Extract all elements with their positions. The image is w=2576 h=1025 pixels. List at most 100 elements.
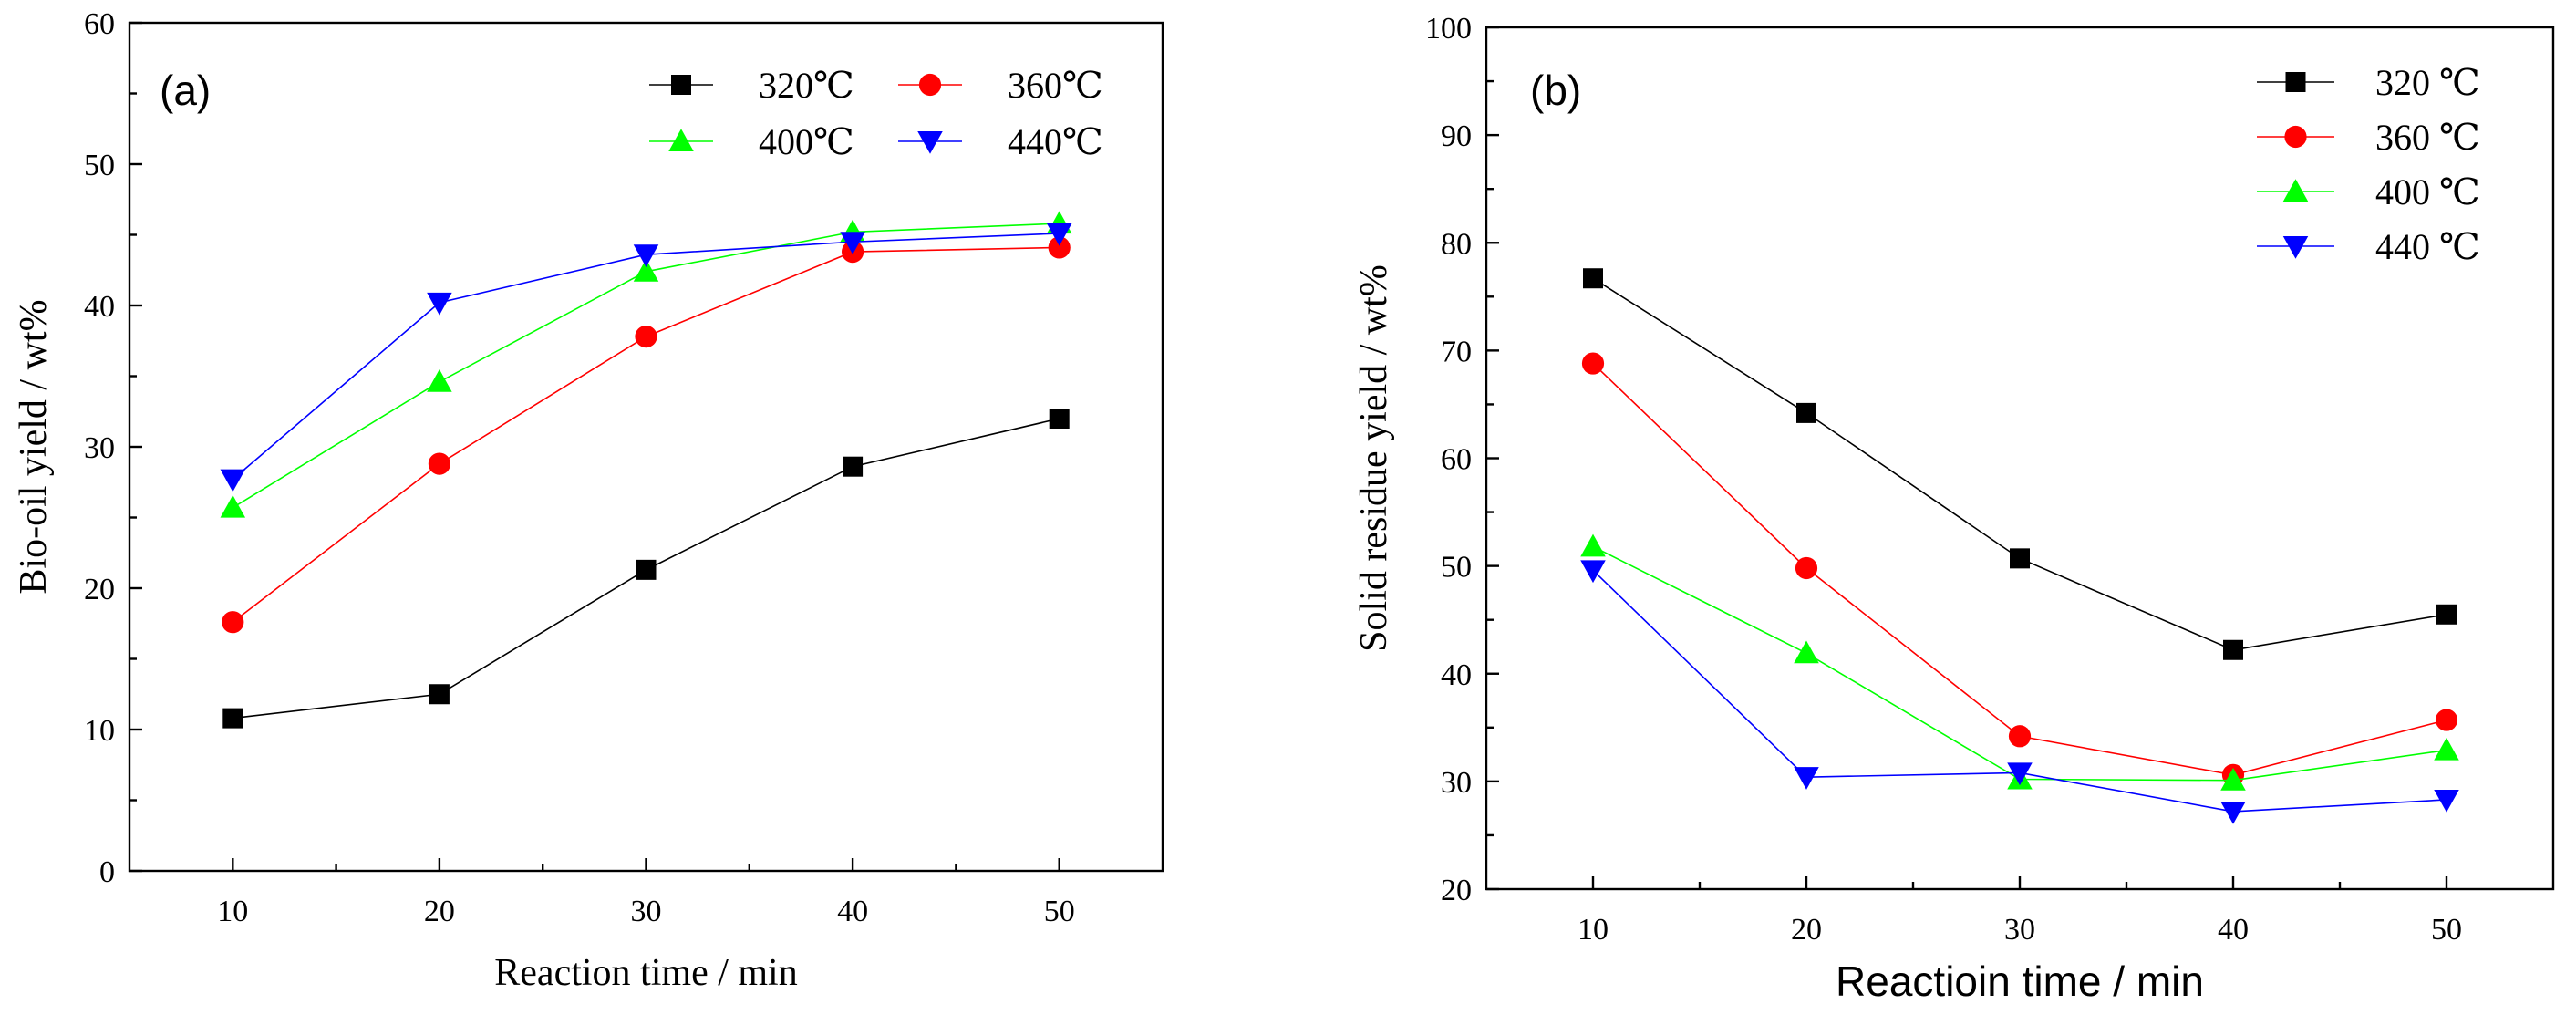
data-point xyxy=(2007,762,2033,786)
legend-entry: 440℃ xyxy=(898,121,1103,162)
series-line xyxy=(1592,362,2447,776)
data-point xyxy=(427,292,452,316)
data-point xyxy=(2434,737,2459,761)
data-point xyxy=(1795,556,1818,580)
y-tick-label: 20 xyxy=(84,573,115,606)
x-tick-label: 20 xyxy=(1791,913,1822,947)
series-triangle-up xyxy=(1580,533,2459,791)
x-tick-label: 30 xyxy=(631,895,662,928)
data-point xyxy=(2434,789,2459,813)
legend-entry: 360℃ xyxy=(898,65,1103,106)
series-square xyxy=(1583,268,2457,660)
x-tick-label: 10 xyxy=(217,895,248,928)
y-tick-label: 80 xyxy=(1441,227,1472,261)
data-point xyxy=(843,456,864,477)
legend-label: 440℃ xyxy=(1008,121,1103,162)
data-point xyxy=(2008,725,2032,748)
legend-entry: 320℃ xyxy=(649,65,854,106)
data-point xyxy=(1794,767,1819,790)
legend-entry: 400 ℃ xyxy=(2257,171,2480,212)
legend-label: 320℃ xyxy=(759,65,854,106)
series-triangle-down xyxy=(1580,560,2459,824)
y-tick-label: 50 xyxy=(84,149,115,182)
data-point xyxy=(1794,640,1819,664)
legend-marker xyxy=(2282,179,2309,202)
legend-entry: 320 ℃ xyxy=(2257,62,2480,103)
legend-marker xyxy=(918,73,942,97)
y-tick-label: 50 xyxy=(1441,551,1472,585)
y-tick-label: 90 xyxy=(1441,119,1472,153)
y-tick-label: 100 xyxy=(1425,12,1472,46)
legend: 320℃ 360℃ 400℃ 440℃ xyxy=(649,65,1103,162)
data-point xyxy=(2436,604,2457,625)
legend-marker xyxy=(2285,72,2306,92)
chart-panel-b: 20 30 40 50 60 70 80 90 100 10 20 30 40 50 Reactioin t… xyxy=(1353,12,2555,1005)
data-point xyxy=(1049,409,1070,429)
data-point xyxy=(636,559,657,580)
data-point xyxy=(1796,402,1816,423)
data-point xyxy=(633,244,659,267)
series-circle xyxy=(1581,352,2458,786)
x-tick-label: 50 xyxy=(1044,895,1075,928)
legend-marker xyxy=(671,75,691,95)
data-point xyxy=(222,611,244,634)
data-point xyxy=(2220,767,2246,791)
y-tick-label: 20 xyxy=(1441,874,1472,907)
legend-label: 320 ℃ xyxy=(2375,62,2480,103)
y-tick-label: 30 xyxy=(84,431,115,465)
legend-marker xyxy=(917,131,943,154)
legend-entry: 440 ℃ xyxy=(2257,226,2480,267)
data-point xyxy=(1046,223,1072,246)
y-axis-title: Bio-oil yield / wt% xyxy=(13,299,55,594)
data-point xyxy=(2220,801,2246,824)
legend-label: 400 ℃ xyxy=(2375,171,2480,212)
data-point xyxy=(1583,268,1603,289)
data-point xyxy=(1581,352,1605,375)
legend-label: 360℃ xyxy=(1008,65,1103,106)
data-point xyxy=(2435,709,2458,731)
y-tick-label: 60 xyxy=(84,7,115,41)
legend: 320 ℃ 360 ℃ 400 ℃ 440 ℃ xyxy=(2257,62,2480,267)
data-point xyxy=(2010,548,2030,569)
x-tick-label: 40 xyxy=(837,895,868,928)
x-tick-label: 30 xyxy=(2004,913,2035,947)
data-point xyxy=(1580,560,1606,584)
panel-label: (b) xyxy=(1530,67,1581,114)
data-point xyxy=(633,259,659,282)
data-point xyxy=(2223,639,2243,660)
data-point xyxy=(1580,533,1606,557)
y-tick-label: 70 xyxy=(1441,335,1472,368)
legend-marker xyxy=(2282,236,2309,259)
chart-panel-a: 0 10 20 30 40 50 60 10 20 30 40 50 Reaction time / m… xyxy=(13,7,1164,994)
panel-label: (a) xyxy=(160,67,211,114)
legend-label: 360 ℃ xyxy=(2375,117,2480,158)
data-point xyxy=(635,326,657,348)
legend-label: 400℃ xyxy=(759,121,854,162)
data-point xyxy=(220,494,246,518)
y-tick-label: 30 xyxy=(1441,766,1472,800)
legend-label: 440 ℃ xyxy=(2375,226,2480,267)
x-axis-title: Reaction time / min xyxy=(494,952,797,994)
x-tick-label: 40 xyxy=(2218,913,2249,947)
legend-marker xyxy=(668,129,694,151)
y-tick-label: 40 xyxy=(84,290,115,324)
legend-entry: 400℃ xyxy=(649,121,854,162)
x-axis-title: Reactioin time / min xyxy=(1836,958,2204,1005)
data-point xyxy=(220,469,246,492)
x-tick-label: 10 xyxy=(1578,913,1609,947)
x-tick-label: 50 xyxy=(2431,913,2462,947)
data-point xyxy=(222,708,243,729)
y-tick-label: 0 xyxy=(99,855,115,889)
y-tick-label: 10 xyxy=(84,714,115,748)
legend-marker xyxy=(2284,125,2307,149)
y-tick-label: 60 xyxy=(1441,443,1472,477)
series-square xyxy=(222,409,1070,729)
data-point xyxy=(1048,236,1071,259)
data-point xyxy=(840,232,865,254)
data-point xyxy=(429,684,450,705)
data-point xyxy=(427,368,452,392)
legend-entry: 360 ℃ xyxy=(2257,117,2480,158)
y-axis-title: Solid residue yield / wt% xyxy=(1353,264,1395,652)
x-tick-label: 20 xyxy=(424,895,455,928)
